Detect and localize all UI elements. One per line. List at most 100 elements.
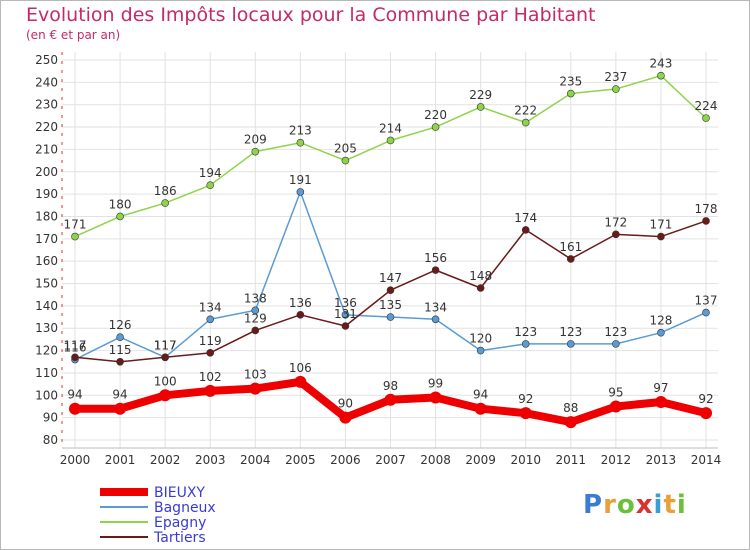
data-point xyxy=(612,230,620,239)
data-label: 106 xyxy=(289,361,312,375)
data-point xyxy=(296,138,305,147)
data-point xyxy=(702,114,710,122)
logo-letter: r xyxy=(603,490,617,520)
data-point xyxy=(384,393,397,406)
legend-label: Epagny xyxy=(154,515,206,531)
data-label: 136 xyxy=(289,296,312,310)
data-point xyxy=(116,212,124,221)
data-label: 194 xyxy=(199,166,222,180)
data-point xyxy=(386,313,395,321)
y-tick-label: 210 xyxy=(35,142,58,156)
y-tick-label: 230 xyxy=(35,98,58,112)
data-label: 243 xyxy=(649,57,672,71)
data-label: 99 xyxy=(428,377,443,391)
y-tick-label: 80 xyxy=(43,433,58,447)
data-label: 147 xyxy=(379,271,402,285)
x-tick-label: 2013 xyxy=(646,453,677,467)
data-point xyxy=(339,411,352,424)
data-point xyxy=(700,407,712,420)
data-label: 138 xyxy=(244,291,267,305)
data-label: 222 xyxy=(514,104,537,118)
data-point xyxy=(341,311,350,319)
x-tick-label: 2003 xyxy=(195,453,226,467)
x-tick-label: 2010 xyxy=(510,453,541,467)
page-subtitle: (en € et par an) xyxy=(26,28,121,42)
data-point xyxy=(69,402,81,415)
y-tick-label: 100 xyxy=(35,388,58,402)
data-point xyxy=(206,349,215,357)
data-point xyxy=(206,181,215,189)
x-tick-label: 2012 xyxy=(601,453,632,467)
data-label: 161 xyxy=(559,240,582,254)
data-point xyxy=(159,389,172,402)
y-tick-label: 190 xyxy=(35,187,58,201)
data-point xyxy=(341,322,350,330)
y-tick-label: 110 xyxy=(35,366,58,380)
page-title: Evolution des Impôts locaux pour la Comm… xyxy=(26,4,596,26)
data-point xyxy=(341,156,350,165)
data-point xyxy=(476,346,485,355)
data-point xyxy=(431,123,440,131)
data-label: 117 xyxy=(64,338,87,352)
data-label: 137 xyxy=(695,294,718,308)
data-label: 220 xyxy=(424,108,447,122)
data-point xyxy=(206,315,215,324)
data-label: 117 xyxy=(154,338,177,352)
data-label: 115 xyxy=(109,343,132,357)
y-tick-label: 250 xyxy=(35,53,58,67)
data-point xyxy=(657,71,665,80)
data-label: 156 xyxy=(424,251,447,265)
data-point xyxy=(294,375,307,388)
data-label: 123 xyxy=(604,325,627,339)
x-tick-label: 2008 xyxy=(420,453,451,467)
data-point xyxy=(564,416,577,429)
x-tick-label: 2000 xyxy=(60,453,91,467)
legend-label: Bagneux xyxy=(154,500,216,516)
data-label: 120 xyxy=(469,332,492,346)
data-label: 224 xyxy=(695,99,718,113)
data-point xyxy=(116,357,124,366)
y-tick-label: 200 xyxy=(35,165,58,179)
data-point xyxy=(386,136,395,145)
x-tick-label: 2004 xyxy=(240,453,271,467)
y-tick-label: 220 xyxy=(35,120,58,134)
data-point xyxy=(612,340,620,348)
data-point xyxy=(476,103,485,111)
data-point xyxy=(521,118,530,127)
data-label: 123 xyxy=(514,325,537,339)
data-label: 94 xyxy=(473,388,488,402)
data-point xyxy=(702,308,710,317)
data-label: 178 xyxy=(695,202,718,216)
y-tick-label: 140 xyxy=(35,299,58,313)
data-point xyxy=(161,199,169,207)
data-point xyxy=(429,391,442,404)
data-point xyxy=(521,226,530,234)
data-label: 205 xyxy=(334,142,357,156)
data-point xyxy=(521,340,530,348)
data-point xyxy=(519,407,532,420)
data-label: 95 xyxy=(608,385,623,399)
data-label: 135 xyxy=(379,298,402,312)
data-point xyxy=(251,147,260,156)
data-point xyxy=(612,85,620,93)
data-point xyxy=(654,396,667,408)
y-tick-label: 120 xyxy=(35,344,58,358)
data-label: 174 xyxy=(514,211,537,225)
data-label: 97 xyxy=(653,381,668,395)
data-label: 229 xyxy=(469,88,492,102)
data-label: 172 xyxy=(604,215,627,229)
data-point xyxy=(161,353,169,362)
data-label: 129 xyxy=(244,311,267,325)
y-tick-label: 240 xyxy=(35,75,58,89)
data-point xyxy=(431,266,440,274)
y-tick-label: 170 xyxy=(35,232,58,246)
data-label: 171 xyxy=(64,218,87,232)
data-point xyxy=(609,400,622,413)
x-tick-label: 2009 xyxy=(465,453,496,467)
data-point xyxy=(296,311,305,319)
data-label: 148 xyxy=(469,269,492,283)
data-point xyxy=(114,402,127,415)
data-point xyxy=(476,284,485,292)
data-label: 119 xyxy=(199,334,222,348)
